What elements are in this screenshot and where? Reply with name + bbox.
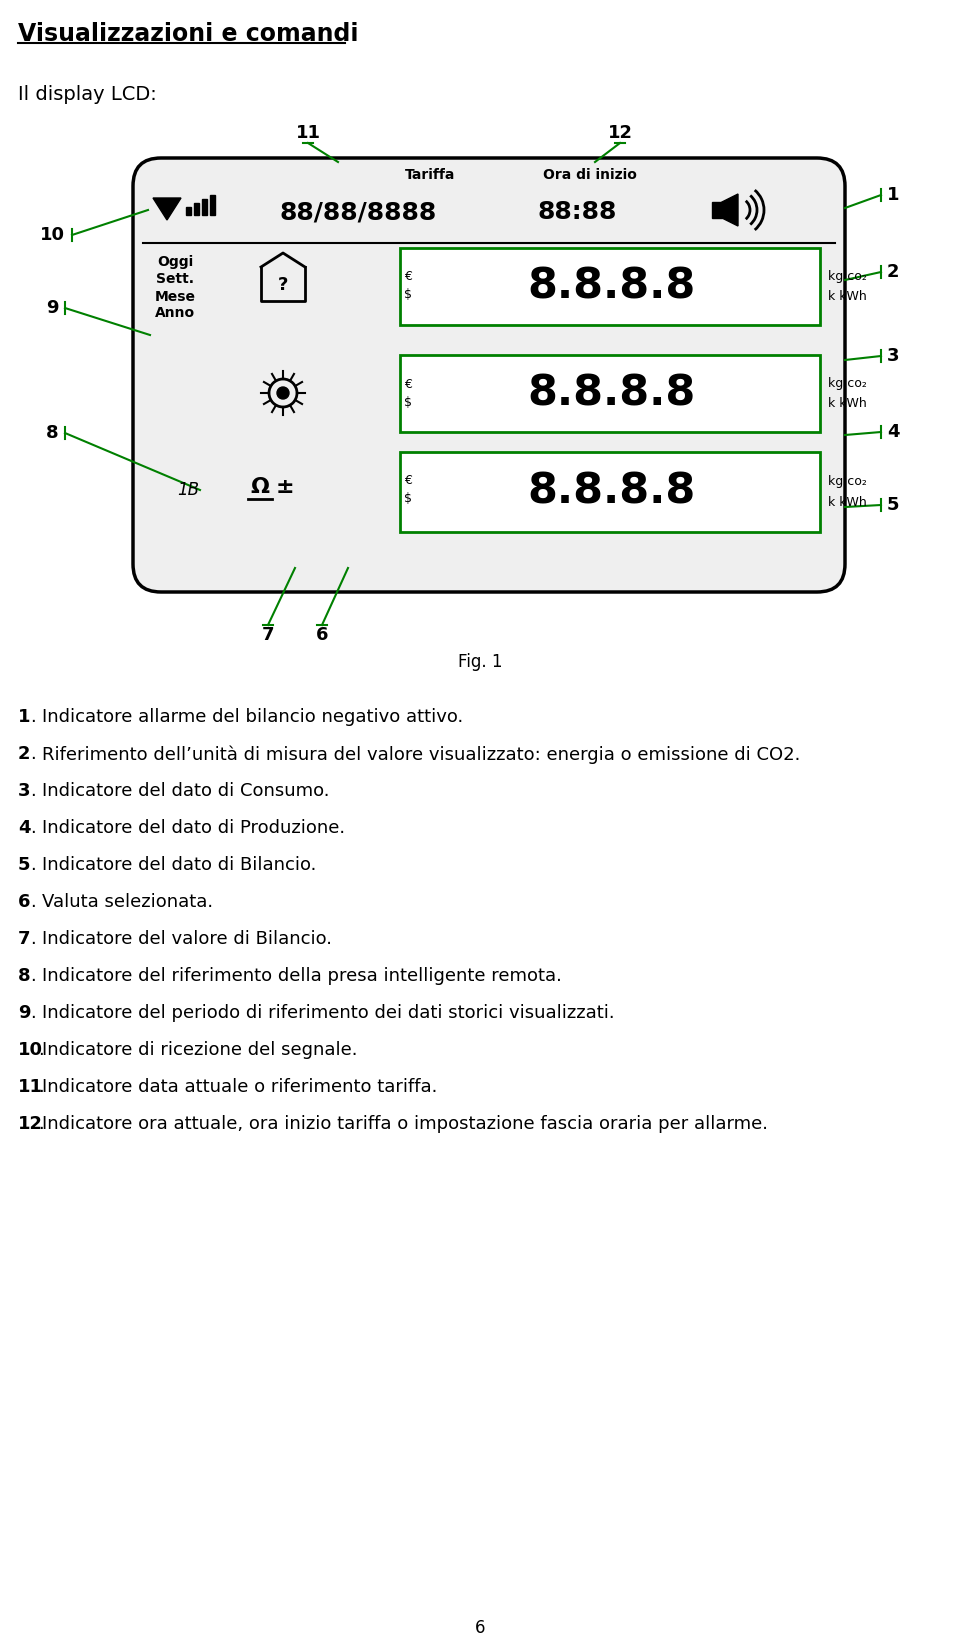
Text: 9: 9 [46,299,59,317]
Text: Ora di inizio: Ora di inizio [543,168,636,182]
Text: 6: 6 [475,1619,485,1637]
Text: 7: 7 [18,931,31,949]
Text: 8.8.8.8: 8.8.8.8 [528,265,696,307]
Text: ±: ± [276,477,295,496]
Text: $: $ [404,288,412,301]
Text: 10: 10 [39,225,64,243]
Text: kg co₂: kg co₂ [828,270,867,283]
Text: 88:88: 88:88 [538,201,616,224]
Text: Tariffa: Tariffa [405,168,455,182]
Text: 8.8.8.8: 8.8.8.8 [528,470,696,513]
Text: $: $ [404,396,412,408]
Bar [400,248,820,326]
Text: Indicatore allarme del bilancio negativo attivo.: Indicatore allarme del bilancio negativo… [42,709,464,727]
Text: .: . [30,709,36,727]
Text: Indicatore di ricezione del segnale.: Indicatore di ricezione del segnale. [42,1041,357,1059]
Text: Oggi: Oggi [156,255,193,270]
Text: Sett.: Sett. [156,271,194,286]
Bar [202,199,207,215]
Bar [186,207,191,215]
Text: Indicatore del riferimento della presa intelligente remota.: Indicatore del riferimento della presa i… [42,967,562,985]
Text: $: $ [404,493,412,505]
Text: .: . [38,1078,44,1097]
Text: €: € [404,378,412,391]
Text: ?: ? [277,276,288,294]
Text: Anno: Anno [155,306,195,321]
Text: .: . [38,1115,44,1133]
Text: kg co₂: kg co₂ [828,475,867,488]
Text: 1: 1 [887,186,900,204]
Text: 3: 3 [18,783,31,801]
Text: Indicatore del dato di Consumo.: Indicatore del dato di Consumo. [42,783,329,801]
Text: 4: 4 [887,423,900,441]
Bar [194,202,199,215]
Text: 9: 9 [18,1004,31,1023]
Text: 8: 8 [46,424,59,442]
Text: Ω: Ω [251,477,270,496]
Text: Indicatore del dato di Produzione.: Indicatore del dato di Produzione. [42,819,346,837]
Text: 8: 8 [18,967,31,985]
Circle shape [277,386,289,399]
Text: .: . [30,745,36,763]
Text: 2: 2 [18,745,31,763]
Text: Visualizzazioni e comandi: Visualizzazioni e comandi [18,21,358,46]
Text: Indicatore del periodo di riferimento dei dati storici visualizzati.: Indicatore del periodo di riferimento de… [42,1004,614,1023]
Text: €: € [404,270,412,283]
Text: .: . [30,857,36,875]
Text: 11: 11 [296,123,321,141]
Text: 12: 12 [608,123,633,141]
Text: .: . [38,1041,44,1059]
Text: 6: 6 [18,893,31,911]
Text: Indicatore del valore di Bilancio.: Indicatore del valore di Bilancio. [42,931,332,949]
Text: 12: 12 [18,1115,43,1133]
Text: .: . [30,893,36,911]
Text: 4: 4 [18,819,31,837]
FancyBboxPatch shape [133,158,845,592]
Text: .: . [30,931,36,949]
Bar [400,452,820,533]
Polygon shape [712,202,722,219]
Text: Mese: Mese [155,289,196,304]
Text: 7: 7 [262,626,275,644]
Text: .: . [30,1004,36,1023]
Bar [210,196,215,215]
Bar [400,355,820,432]
Text: .: . [30,967,36,985]
Text: 11: 11 [18,1078,43,1097]
Text: 3: 3 [887,347,900,365]
Text: kg co₂: kg co₂ [828,376,867,390]
Text: 6: 6 [316,626,328,644]
Text: k kWh: k kWh [828,289,867,302]
Text: 5: 5 [18,857,31,875]
Text: k kWh: k kWh [828,495,867,508]
Text: 10: 10 [18,1041,43,1059]
Text: 1: 1 [18,709,31,727]
Text: .: . [30,819,36,837]
Text: Indicatore data attuale o riferimento tariffa.: Indicatore data attuale o riferimento ta… [42,1078,438,1097]
Text: k kWh: k kWh [828,396,867,409]
Polygon shape [722,194,738,225]
Text: 88/88/8888: 88/88/8888 [279,201,437,224]
Text: Indicatore del dato di Bilancio.: Indicatore del dato di Bilancio. [42,857,317,875]
Text: Il display LCD:: Il display LCD: [18,85,156,104]
Text: Fig. 1: Fig. 1 [458,653,502,671]
Text: 8.8.8.8: 8.8.8.8 [528,373,696,414]
Text: Riferimento dell’unità di misura del valore visualizzato: energia o emissione di: Riferimento dell’unità di misura del val… [42,745,801,763]
Text: €: € [404,475,412,488]
Polygon shape [153,197,181,220]
Text: Indicatore ora attuale, ora inizio tariffa o impostazione fascia oraria per alla: Indicatore ora attuale, ora inizio tarif… [42,1115,768,1133]
Text: 2: 2 [887,263,900,281]
Text: 1B: 1B [177,482,199,500]
Text: .: . [30,783,36,801]
Text: 5: 5 [887,496,900,515]
Text: Valuta selezionata.: Valuta selezionata. [42,893,213,911]
